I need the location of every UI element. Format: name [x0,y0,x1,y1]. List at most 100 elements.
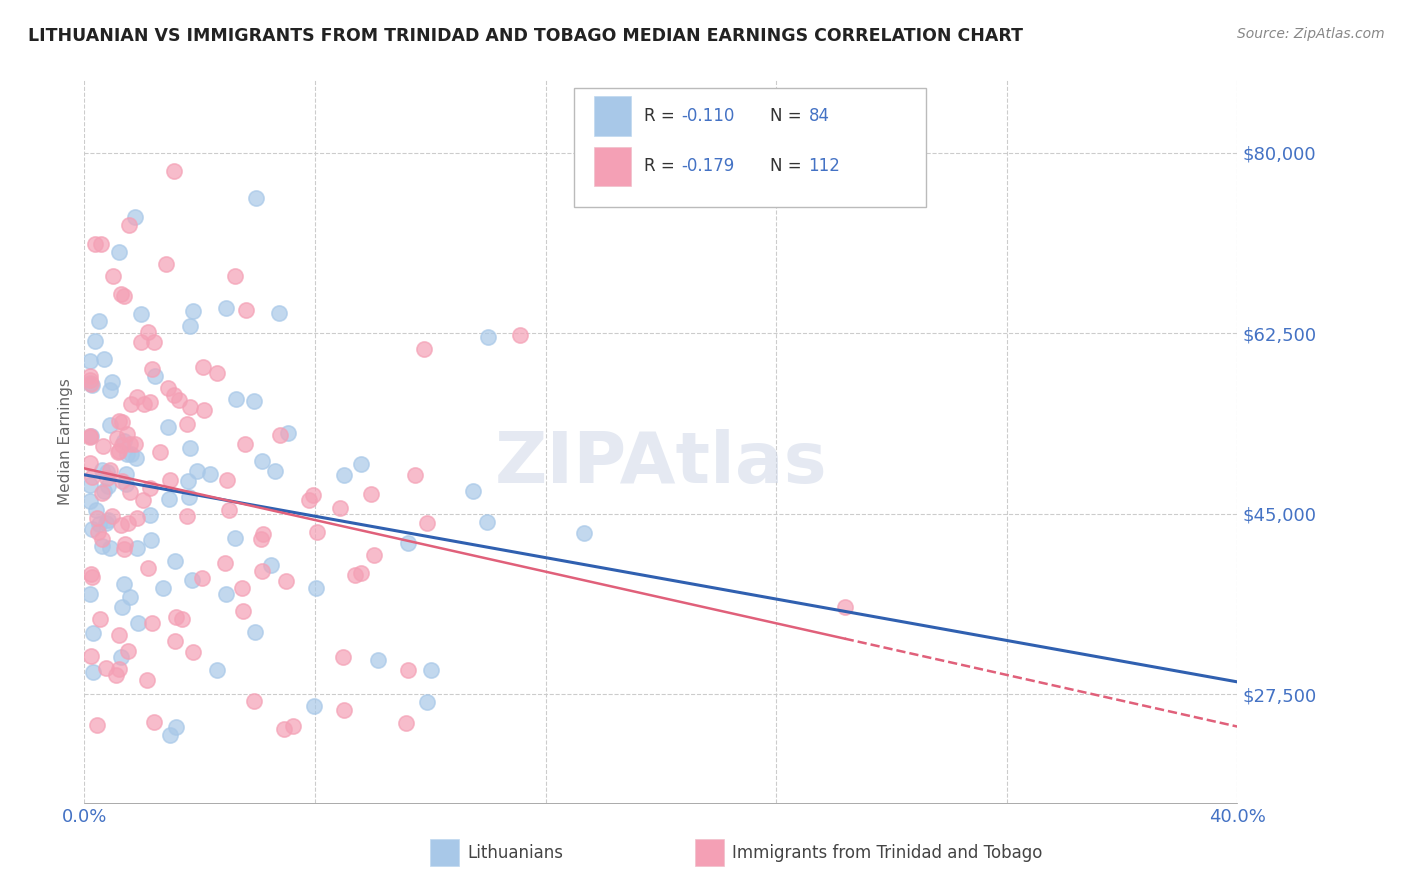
Point [124,451,146,466]
Point [118,436,141,450]
Point [111,599,134,614]
Point [108,414,131,428]
Point [329,500,352,515]
Point [350,566,373,580]
Point [252,565,274,579]
Point [97,513,120,527]
Text: Lithuanians: Lithuanians [467,844,564,862]
FancyBboxPatch shape [696,838,724,866]
Point [416,695,439,709]
Point [111,474,134,488]
Point [141,533,163,547]
Point [89,516,111,531]
Point [215,301,238,315]
Point [139,481,162,495]
Point [125,541,148,556]
Point [120,447,142,461]
Point [96,471,118,485]
Point [98,541,121,556]
Point [412,342,434,356]
Text: Immigrants from Trinidad and Tobago: Immigrants from Trinidad and Tobago [733,844,1043,862]
Point [115,427,138,442]
Point [159,728,181,742]
Point [80,567,103,582]
Point [82,522,104,536]
Point [205,366,228,380]
Text: -0.179: -0.179 [682,158,735,176]
Point [101,268,124,283]
Y-axis label: Median Earnings: Median Earnings [58,378,73,505]
Point [298,492,321,507]
Point [243,694,266,708]
Point [112,577,135,591]
FancyBboxPatch shape [593,146,631,186]
Point [249,532,271,546]
Point [152,582,174,596]
FancyBboxPatch shape [575,87,927,207]
Point [79,430,101,444]
Point [79,493,101,508]
Text: Source: ZipAtlas.com: Source: ZipAtlas.com [1237,27,1385,41]
Point [117,446,139,460]
Point [163,388,186,402]
Point [108,628,131,642]
Point [79,354,101,368]
Point [179,490,201,504]
Point [136,325,159,339]
Point [190,571,212,585]
Point [834,599,856,614]
Point [243,393,266,408]
Point [302,698,325,713]
Point [461,484,484,499]
Point [79,376,101,391]
Point [156,381,179,395]
Point [232,604,254,618]
Point [350,457,373,471]
Point [129,307,152,321]
Point [93,439,115,453]
Point [252,526,274,541]
Point [224,531,246,545]
Point [509,328,531,343]
Point [214,557,236,571]
Point [86,718,108,732]
Point [277,425,299,440]
Point [332,650,354,665]
Point [124,210,146,224]
Point [163,163,186,178]
Point [143,334,166,349]
Point [90,236,112,251]
Point [136,561,159,575]
Point [176,417,198,431]
Point [333,467,356,482]
Point [80,377,103,392]
Point [165,720,187,734]
Point [96,465,118,479]
Point [360,487,382,501]
Point [283,719,305,733]
Point [179,400,201,414]
Point [396,663,419,677]
Point [183,304,205,318]
Point [110,650,132,665]
Point [79,429,101,443]
Point [82,665,104,679]
Point [120,397,142,411]
Point [115,467,138,481]
Point [307,525,329,540]
Text: -0.110: -0.110 [682,107,735,125]
Point [156,420,179,434]
Point [107,444,129,458]
Point [207,664,229,678]
Point [396,536,419,550]
Point [404,468,426,483]
Point [243,624,266,639]
Point [177,474,200,488]
Point [305,581,328,595]
Point [235,302,257,317]
Point [93,484,115,499]
Point [344,567,367,582]
Point [169,392,191,407]
Text: LITHUANIAN VS IMMIGRANTS FROM TRINIDAD AND TOBAGO MEDIAN EARNINGS CORRELATION CH: LITHUANIAN VS IMMIGRANTS FROM TRINIDAD A… [28,27,1024,45]
Point [215,473,238,487]
